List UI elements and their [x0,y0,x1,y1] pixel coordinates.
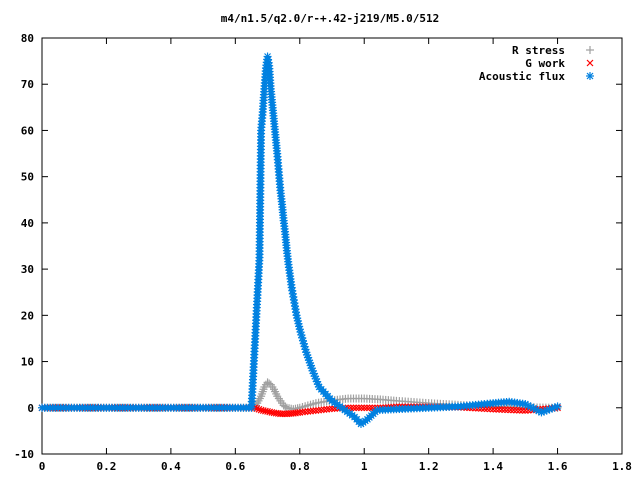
legend-label: G work [525,57,565,70]
data-point [350,404,357,412]
data-point [486,405,494,413]
data-point [366,404,374,412]
data-point [504,406,512,414]
data-point [352,404,360,412]
axis-ticks: 0 0.2 0.4 0.6 0.8 1 1.2 1.4 1.6 1.8 -10 0 10 20 30 40 50… [14,32,632,473]
x-tick-label: 1 [361,460,368,473]
plot-frame [41,37,623,455]
data-point [328,405,336,413]
data-point [489,405,497,413]
data-point [355,404,363,412]
x-tick-label: 0.8 [290,460,310,473]
data-point [498,406,506,413]
x-tick-label: 0 [39,460,46,473]
y-tick-label: 20 [21,309,34,322]
x-tick-label: 0.4 [161,460,181,473]
data-point [363,404,371,412]
data-point [518,407,526,414]
y-tick-label: 10 [21,356,34,369]
x-tick-label: 0.2 [97,460,117,473]
data-point [300,342,309,351]
legend-label: R stress [512,44,565,57]
x-tick-label: 1.2 [419,460,439,473]
y-tick-label: 80 [21,32,34,45]
y-tick-label: 40 [21,217,34,230]
x-tick-label: 1.6 [548,460,568,473]
y-tick-label: 70 [21,78,34,91]
data-point [483,405,491,413]
legend-marker [586,72,594,80]
series-acoustic-flux [38,52,562,428]
data-point [501,406,509,414]
data-point [516,406,523,414]
y-tick-label: -10 [14,448,34,461]
y-tick-label: 60 [21,124,34,137]
y-tick-label: 30 [21,263,34,276]
data-marks [38,52,562,428]
data-point [507,406,515,414]
x-tick-label: 1.4 [483,460,503,473]
data-point [495,405,503,413]
data-point [513,406,520,414]
legend-marker [586,59,594,67]
data-point [553,402,562,411]
data-point [298,333,307,342]
data-point [510,406,518,414]
data-point [255,405,263,413]
legend-marker [586,46,594,54]
x-tick-label: 1.8 [612,460,632,473]
data-point [325,405,333,413]
data-point [360,404,368,412]
y-tick-label: 0 [27,402,34,415]
data-point [358,404,365,412]
chart-title: m4/n1.5/q2.0/r-+.42-j219/M5.0/512 [221,12,440,25]
legend-label: Acoustic flux [479,70,565,83]
data-point [492,405,500,413]
data-point [253,405,261,412]
data-point [281,402,290,411]
x-tick-label: 0.6 [225,460,245,473]
y-tick-label: 50 [21,171,34,184]
